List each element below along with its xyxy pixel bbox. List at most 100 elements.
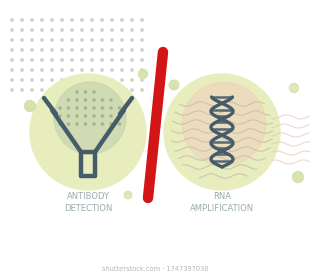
Circle shape xyxy=(121,49,123,51)
Circle shape xyxy=(118,107,121,109)
Circle shape xyxy=(61,49,63,51)
Circle shape xyxy=(71,29,73,31)
Circle shape xyxy=(101,29,103,31)
Circle shape xyxy=(290,83,299,92)
Circle shape xyxy=(71,89,73,91)
Circle shape xyxy=(51,69,53,71)
Circle shape xyxy=(71,49,73,51)
Circle shape xyxy=(71,39,73,41)
Circle shape xyxy=(31,69,33,71)
Circle shape xyxy=(101,99,104,101)
Circle shape xyxy=(118,123,121,125)
Circle shape xyxy=(41,39,43,41)
Circle shape xyxy=(101,107,104,109)
Circle shape xyxy=(59,115,61,117)
Circle shape xyxy=(21,49,23,51)
Circle shape xyxy=(101,69,103,71)
Circle shape xyxy=(141,49,143,51)
Circle shape xyxy=(111,59,113,61)
Circle shape xyxy=(141,29,143,31)
Circle shape xyxy=(71,19,73,21)
Circle shape xyxy=(121,29,123,31)
Circle shape xyxy=(91,19,93,21)
Circle shape xyxy=(67,107,70,109)
Circle shape xyxy=(141,79,143,81)
Circle shape xyxy=(111,19,113,21)
Circle shape xyxy=(124,191,132,199)
Circle shape xyxy=(59,107,61,109)
Circle shape xyxy=(21,79,23,81)
Circle shape xyxy=(41,59,43,61)
Circle shape xyxy=(71,69,73,71)
Circle shape xyxy=(81,29,83,31)
Circle shape xyxy=(91,29,93,31)
Circle shape xyxy=(76,107,78,109)
Circle shape xyxy=(93,107,95,109)
Circle shape xyxy=(101,49,103,51)
Circle shape xyxy=(101,19,103,21)
Circle shape xyxy=(31,49,33,51)
Circle shape xyxy=(67,99,70,101)
Circle shape xyxy=(59,123,61,125)
Circle shape xyxy=(111,89,113,91)
Circle shape xyxy=(31,79,33,81)
Circle shape xyxy=(121,19,123,21)
Circle shape xyxy=(111,49,113,51)
Circle shape xyxy=(67,115,70,117)
Circle shape xyxy=(76,123,78,125)
Circle shape xyxy=(141,59,143,61)
Circle shape xyxy=(41,89,43,91)
Circle shape xyxy=(61,79,63,81)
Circle shape xyxy=(101,123,104,125)
Circle shape xyxy=(131,29,133,31)
Circle shape xyxy=(111,79,113,81)
Circle shape xyxy=(91,89,93,91)
Circle shape xyxy=(76,91,78,93)
Circle shape xyxy=(121,59,123,61)
Circle shape xyxy=(21,59,23,61)
Circle shape xyxy=(81,49,83,51)
Circle shape xyxy=(71,59,73,61)
Circle shape xyxy=(164,74,280,190)
Circle shape xyxy=(121,39,123,41)
Circle shape xyxy=(84,107,87,109)
Circle shape xyxy=(91,39,93,41)
Circle shape xyxy=(93,99,95,101)
Text: shutterstock.com · 1747397036: shutterstock.com · 1747397036 xyxy=(102,266,208,272)
Circle shape xyxy=(41,79,43,81)
Circle shape xyxy=(76,99,78,101)
Circle shape xyxy=(54,82,126,154)
Circle shape xyxy=(11,79,13,81)
Circle shape xyxy=(139,69,148,78)
Circle shape xyxy=(51,19,53,21)
Circle shape xyxy=(81,39,83,41)
Circle shape xyxy=(31,89,33,91)
Circle shape xyxy=(31,19,33,21)
Circle shape xyxy=(111,69,113,71)
Circle shape xyxy=(110,115,112,117)
Circle shape xyxy=(91,79,93,81)
Circle shape xyxy=(11,69,13,71)
Circle shape xyxy=(21,19,23,21)
Circle shape xyxy=(121,89,123,91)
Circle shape xyxy=(51,59,53,61)
Circle shape xyxy=(30,74,146,190)
Circle shape xyxy=(31,29,33,31)
Circle shape xyxy=(21,89,23,91)
Circle shape xyxy=(31,39,33,41)
Circle shape xyxy=(111,29,113,31)
Circle shape xyxy=(84,115,87,117)
Circle shape xyxy=(51,49,53,51)
Circle shape xyxy=(141,19,143,21)
Circle shape xyxy=(21,39,23,41)
Circle shape xyxy=(131,79,133,81)
Circle shape xyxy=(169,80,179,90)
Circle shape xyxy=(61,19,63,21)
Circle shape xyxy=(31,59,33,61)
Circle shape xyxy=(51,79,53,81)
Circle shape xyxy=(51,39,53,41)
Circle shape xyxy=(41,49,43,51)
Circle shape xyxy=(110,107,112,109)
Text: RNA
AMPLIFICATION: RNA AMPLIFICATION xyxy=(190,192,254,213)
Circle shape xyxy=(121,69,123,71)
